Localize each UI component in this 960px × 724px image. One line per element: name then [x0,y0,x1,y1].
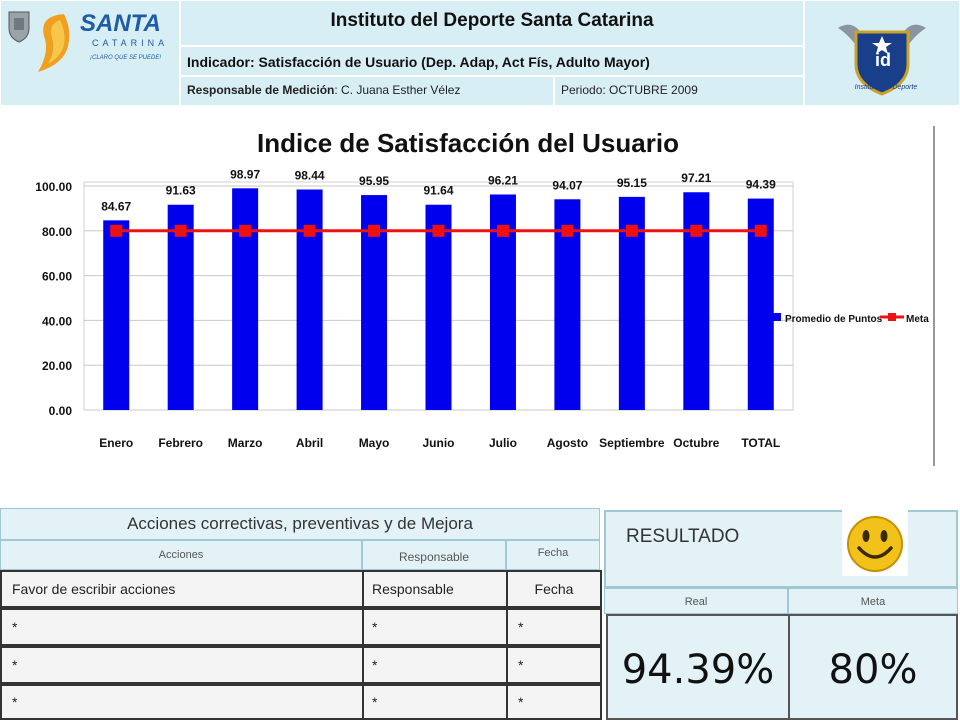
row2-responsable[interactable]: * [362,608,508,646]
x-tick-label: Febrero [158,436,203,450]
data-label: 91.64 [423,184,453,198]
logo-left-sub: CATARINA [92,38,169,48]
meta-marker[interactable] [496,224,509,237]
meta-marker[interactable] [432,224,445,237]
meta-marker[interactable] [303,224,316,237]
logo-left-wordmark: SANTA [80,10,161,37]
meta-label: Meta [788,588,958,614]
row1-fecha[interactable]: Fecha [506,570,602,608]
x-tick-label: Septiembre [599,436,665,450]
x-tick-label: Junio [423,436,455,450]
bar[interactable] [232,188,259,410]
meta-marker[interactable] [174,224,187,237]
y-tick-label: 60.00 [42,270,72,284]
x-tick-label: Abril [296,436,323,450]
acciones-title: Acciones correctivas, preventivas y de M… [0,508,600,540]
meta-marker[interactable] [239,224,252,237]
y-tick-label: 80.00 [42,225,72,239]
data-label: 97.21 [681,171,711,185]
indicator-label: Indicador: Satisfacción de Usuario (Dep.… [180,46,804,76]
row3-accion[interactable]: * [0,646,364,684]
data-label: 95.15 [617,176,647,190]
y-tick-label: 0.00 [49,404,73,418]
meta-marker[interactable] [625,224,638,237]
x-tick-label: Enero [99,436,133,450]
real-value: 94.39% [606,614,790,720]
x-tick-label: Octubre [673,436,719,450]
col-header-fecha: Fecha [506,540,600,570]
logo-right-caption: Instituto del Deporte [854,84,918,91]
x-tick-label: Marzo [228,436,263,450]
meta-marker[interactable] [754,224,767,237]
legend-label-meta: Meta [906,314,929,325]
x-tick-label: TOTAL [741,436,780,450]
meta-marker[interactable] [110,224,123,237]
data-label: 95.95 [359,174,389,188]
responsable-cell: Responsable de Medición: C. Juana Esther… [180,76,554,106]
row4-responsable[interactable]: * [362,684,508,720]
chart-area: Indice de Satisfacción del Usuario 0.00 2… [0,112,960,472]
data-label: 96.21 [488,173,518,187]
periodo-key: Periodo [561,83,603,97]
chart-svg: Indice de Satisfacción del Usuario 0.00 2… [35,126,935,466]
responsable-value: C. Juana Esther Vélez [341,83,461,97]
data-label: 94.07 [552,178,582,192]
bar[interactable] [103,220,130,410]
x-tick-label: Agosto [547,436,588,450]
meta-marker[interactable] [368,224,381,237]
smiley-icon [842,510,908,576]
row4-fecha[interactable]: * [506,684,602,720]
chart-title: Indice de Satisfacción del Usuario [257,128,679,158]
x-tick-label: Mayo [359,436,390,450]
data-label: 98.44 [295,168,325,182]
periodo-value: OCTUBRE 2009 [609,83,698,97]
x-tick-label: Julio [489,436,517,450]
meta-marker[interactable] [690,224,703,237]
row2-accion[interactable]: * [0,608,364,646]
legend-label-bar: Promedio de Puntos [785,314,883,325]
resultado-title: RESULTADO [626,526,740,547]
col-header-acciones: Acciones [0,540,362,570]
meta-marker[interactable] [561,224,574,237]
bar[interactable] [425,204,452,410]
responsable-key: Responsable de Medición [187,83,335,97]
bar[interactable] [296,189,323,410]
y-tick-label: 40.00 [42,314,72,328]
meta-value: 80% [788,614,958,720]
real-label: Real [604,588,788,614]
y-tick-label: 100.00 [35,180,72,194]
logo-left-slogan: ¡CLARO QUE SE PUEDE! [90,55,162,61]
legend-swatch-bar [773,313,781,321]
logo-right-id: id [875,50,891,70]
data-label: 94.39 [746,178,776,192]
instituto-deporte-logo [834,8,930,98]
bar[interactable] [167,204,194,410]
row1-responsable[interactable]: Responsable [362,570,508,608]
row3-responsable[interactable]: * [362,646,508,684]
data-label: 84.67 [101,199,131,213]
logo-left-cell [0,0,180,106]
santa-catarina-logo [34,6,174,80]
col-header-responsable: Responsable [362,540,506,570]
row4-accion[interactable]: * [0,684,364,720]
row3-fecha[interactable]: * [506,646,602,684]
org-title: Instituto del Deporte Santa Catarina [180,0,804,46]
data-label: 98.97 [230,167,260,181]
state-seal-icon [6,8,32,44]
y-tick-label: 20.00 [42,359,72,373]
row2-fecha[interactable]: * [506,608,602,646]
data-label: 91.63 [166,184,196,198]
row1-accion[interactable]: Favor de escribir acciones [0,570,364,608]
legend-marker-meta [888,313,896,321]
periodo-cell: Periodo: OCTUBRE 2009 [554,76,804,106]
